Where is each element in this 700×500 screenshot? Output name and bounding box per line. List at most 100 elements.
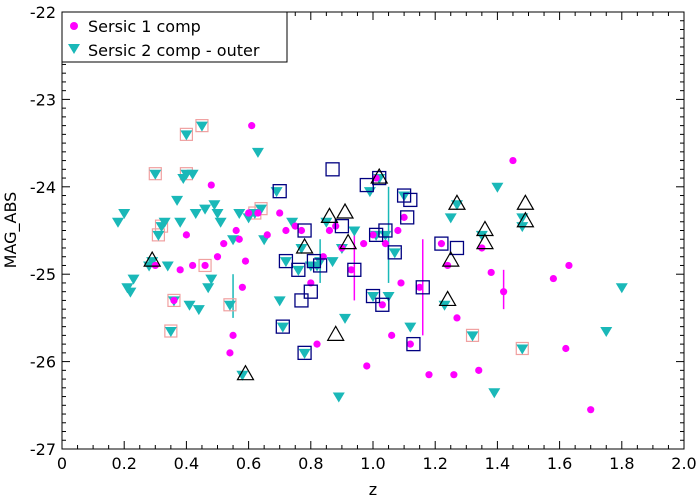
sersic1-point-44 bbox=[444, 261, 452, 270]
square-marker-blue-2 bbox=[278, 253, 294, 269]
sersic1-point-36 bbox=[388, 331, 396, 339]
sersic2-point-15 bbox=[174, 217, 187, 228]
y-tick-label-0: -22 bbox=[30, 3, 56, 22]
x-tick-label-1: 0.2 bbox=[111, 454, 136, 473]
sersic1-point-10 bbox=[229, 331, 237, 339]
sersic2-point-33 bbox=[236, 370, 249, 381]
sersic2-point-22 bbox=[192, 305, 205, 316]
sersic1-point-49 bbox=[487, 268, 495, 277]
y-tick-label-1: -23 bbox=[30, 90, 56, 109]
sersic1-point-53 bbox=[562, 344, 570, 353]
sersic2-point-70 bbox=[488, 388, 501, 399]
sersic1-point-46 bbox=[453, 314, 461, 322]
sersic1-point-43 bbox=[437, 240, 446, 248]
sersic1-point-4 bbox=[189, 261, 197, 270]
sersic2-point-34 bbox=[242, 213, 255, 224]
sersic1-point-5 bbox=[201, 261, 209, 270]
square-marker-blue-22 bbox=[403, 192, 418, 208]
x-tick-label-6: 1.2 bbox=[422, 454, 447, 473]
sersic1-point-22 bbox=[297, 226, 306, 235]
sersic2-point-6 bbox=[146, 257, 159, 268]
sersic1-point-12 bbox=[235, 235, 243, 243]
square-marker-blue-19 bbox=[387, 245, 402, 260]
sersic2-point-3 bbox=[124, 287, 137, 298]
plot-background bbox=[62, 12, 684, 449]
sersic1-point-33 bbox=[372, 174, 380, 182]
sersic1-point-29 bbox=[347, 266, 355, 274]
ticks-layer: 0 0.2 0.4 0.6 0.8 1.0 1.2 1.4 1.6 1.8 2.0 -22 -23 -24… bbox=[30, 3, 697, 473]
sersic1-point-16 bbox=[248, 122, 256, 130]
sersic1-point-51 bbox=[509, 156, 517, 165]
sersic1-point-47 bbox=[475, 366, 483, 374]
square-marker-blue-16 bbox=[372, 170, 387, 186]
legend-box bbox=[61, 11, 288, 63]
legend-label-sersic-1: Sersic 1 comp bbox=[88, 17, 201, 36]
sersic2-point-67 bbox=[450, 200, 463, 211]
sersic2-point-10 bbox=[158, 217, 171, 228]
sersic2-point-42 bbox=[279, 257, 292, 268]
sersic2-point-62 bbox=[388, 248, 401, 259]
sersic2-point-17 bbox=[180, 130, 193, 141]
sersic2-point-66 bbox=[444, 213, 457, 224]
points-layer bbox=[111, 119, 628, 414]
sersic2-point-46 bbox=[298, 348, 311, 359]
sersic1-point-9 bbox=[226, 349, 234, 357]
triangle-marker-5 bbox=[335, 202, 355, 219]
triangle-marker-9 bbox=[441, 250, 460, 267]
sersic1-point-52 bbox=[549, 274, 557, 283]
sersic2-point-23 bbox=[195, 121, 208, 132]
triangle-marker-6 bbox=[339, 233, 358, 250]
sersic2-point-37 bbox=[255, 204, 268, 215]
sersic2-point-1 bbox=[118, 209, 131, 220]
sersic2-point-36 bbox=[251, 147, 264, 158]
square-marker-blue-24 bbox=[415, 280, 430, 295]
square-marker-blue-6 bbox=[297, 345, 312, 361]
sersic2-point-51 bbox=[326, 257, 339, 268]
sersic2-point-0 bbox=[111, 217, 124, 228]
sersic1-point-28 bbox=[338, 244, 346, 252]
square-marker-pink-8 bbox=[198, 258, 212, 273]
sersic1-point-17 bbox=[254, 209, 262, 217]
square-marker-blue-10 bbox=[325, 162, 340, 177]
sersic1-point-21 bbox=[291, 222, 299, 230]
legend-marker-sersic-2 bbox=[68, 44, 80, 54]
sersic2-point-21 bbox=[189, 209, 202, 220]
sersic2-point-40 bbox=[273, 296, 286, 307]
y-axis-title: MAG_ABS bbox=[1, 192, 21, 269]
triangle-marker-8 bbox=[438, 290, 457, 307]
sersic2-point-12 bbox=[164, 327, 177, 338]
triangle-marker-4 bbox=[326, 325, 345, 341]
legend: Sersic 1 comp Sersic 2 comp - outer bbox=[61, 11, 288, 63]
sersic2-point-71 bbox=[491, 182, 504, 193]
sersic2-point-30 bbox=[223, 300, 236, 311]
legend-marker-sersic-1 bbox=[70, 22, 78, 30]
sersic1-point-20 bbox=[282, 226, 290, 235]
sersic2-point-4 bbox=[127, 274, 140, 285]
square-marker-blue-1 bbox=[275, 319, 290, 334]
sersic2-point-28 bbox=[211, 209, 224, 220]
square-marker-blue-4 bbox=[294, 293, 309, 308]
sersic1-point-11 bbox=[232, 226, 240, 235]
sersic1-point-0 bbox=[151, 261, 159, 270]
sersic1-point-26 bbox=[325, 226, 334, 235]
sersic1-point-8 bbox=[220, 240, 228, 248]
sersic1-point-19 bbox=[276, 209, 284, 217]
square-marker-blue-26 bbox=[449, 240, 465, 256]
sersic2-point-57 bbox=[367, 292, 379, 303]
sersic1-point-7 bbox=[213, 253, 222, 261]
sersic1-point-6 bbox=[207, 181, 215, 189]
x-tick-label-5: 1.0 bbox=[360, 454, 385, 473]
sersic1-point-14 bbox=[241, 257, 250, 265]
sersic1-point-55 bbox=[587, 406, 595, 414]
x-tick-label-0: 0 bbox=[57, 454, 67, 473]
sersic1-point-34 bbox=[378, 301, 386, 309]
sersic2-point-76 bbox=[615, 283, 628, 294]
triangle-marker-2 bbox=[295, 237, 314, 254]
sersic1-point-45 bbox=[450, 371, 458, 379]
square-marker-blue-21 bbox=[400, 210, 415, 225]
square-marker-blue-14 bbox=[365, 288, 381, 304]
sersic2-point-8 bbox=[152, 230, 165, 241]
square-marker-blue-9 bbox=[312, 258, 328, 273]
sersic1-point-3 bbox=[182, 231, 190, 239]
sersic2-point-61 bbox=[382, 292, 395, 303]
